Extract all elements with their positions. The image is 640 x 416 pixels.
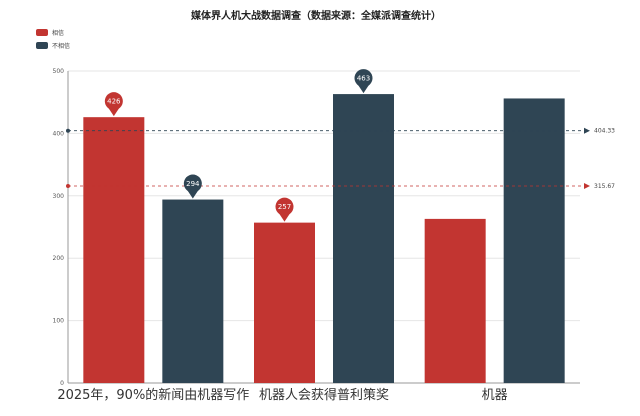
mark-line-label: 315.67 (594, 183, 615, 190)
grid (68, 70, 580, 384)
pin-value-label: 257 (278, 203, 291, 211)
y-tick-label: 300 (53, 193, 65, 200)
mark-lines: 404.33 315.67 (66, 128, 615, 190)
mark-line-start-dot (66, 128, 70, 133)
y-tick-label: 400 (53, 130, 65, 137)
bar (424, 218, 486, 383)
legend-swatch-not-believe (36, 42, 48, 49)
bar (83, 117, 145, 384)
y-tick-label: 0 (60, 380, 64, 387)
pin-value-label: 463 (357, 75, 370, 83)
legend: 相信 不相信 (36, 29, 70, 50)
y-tick-label: 100 (53, 318, 65, 325)
mark-line-start-dot (66, 184, 70, 189)
mark-line-arrow (584, 127, 590, 134)
x-axis: 2025年，90%的新闻由机器写作 机器人会获得普利策奖 机器 (57, 387, 507, 403)
pin-bubble (354, 69, 373, 88)
bars (83, 94, 565, 384)
chart-title: 媒体界人机大战数据调查（数据来源：全媒派调查统计） (190, 9, 441, 22)
y-tick-label: 500 (53, 68, 65, 75)
pin-value-label: 426 (107, 98, 121, 106)
x-category-label: 2025年，90%的新闻由机器写作 (57, 387, 249, 403)
legend-label-believe: 相信 (52, 29, 64, 37)
mark-line-arrow (584, 183, 590, 190)
pin-bubble (104, 92, 123, 111)
x-category-label: 机器 (482, 388, 508, 403)
bar (503, 98, 565, 384)
legend-label-not-believe: 不相信 (52, 42, 70, 50)
pin-value-label: 294 (186, 180, 200, 188)
pin-bubble (183, 174, 202, 193)
legend-swatch-believe (36, 29, 48, 36)
bar (162, 199, 224, 383)
bar (333, 94, 394, 383)
x-category-label: 机器人会获得普利策奖 (259, 387, 389, 403)
y-tick-label: 200 (53, 255, 65, 262)
pin-labels: 426 294 257 463 (104, 69, 373, 222)
pin-bubble (275, 197, 294, 216)
mark-line-label: 404.33 (594, 128, 615, 135)
bar (254, 222, 315, 383)
y-axis: 0 100 200 300 400 500 (53, 68, 69, 387)
